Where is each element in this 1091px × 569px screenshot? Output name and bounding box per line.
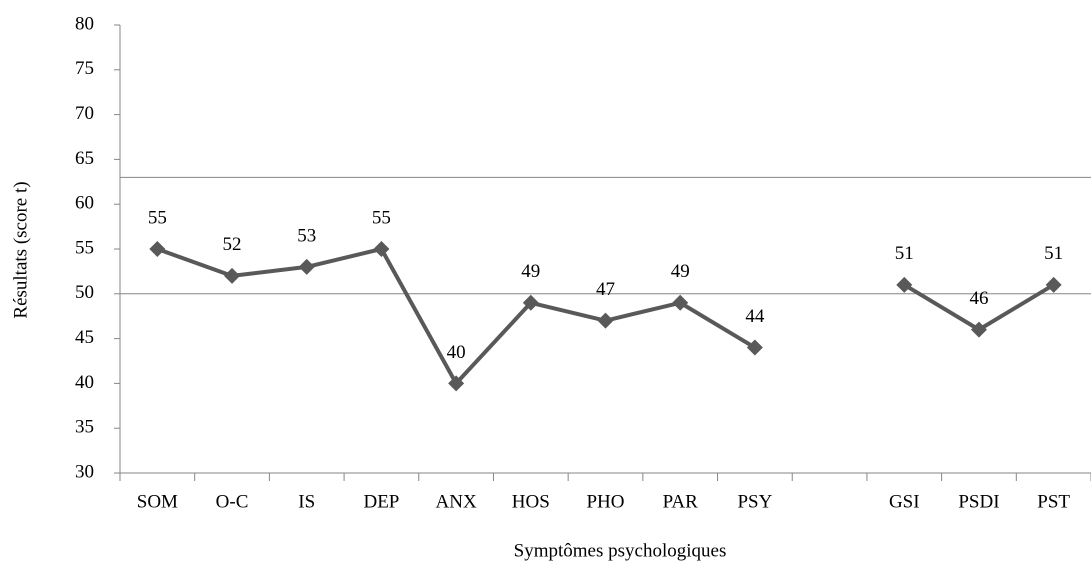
y-tick-label: 50	[75, 282, 94, 303]
x-tick-label: SOM	[137, 491, 178, 512]
x-tick-label: PSDI	[958, 491, 999, 512]
x-axis-label: Symptômes psychologiques	[514, 540, 727, 561]
marker	[224, 267, 241, 284]
y-tick-label: 70	[75, 103, 94, 124]
data-label: 55	[148, 207, 167, 228]
x-tick-label: PSY	[737, 491, 772, 512]
data-label: 53	[297, 225, 316, 246]
data-label: 49	[671, 261, 690, 282]
y-tick-label: 55	[75, 237, 94, 258]
x-tick-label: PAR	[663, 491, 699, 512]
y-tick-label: 35	[75, 417, 94, 438]
marker	[746, 339, 763, 356]
marker	[970, 321, 987, 338]
data-label: 51	[1044, 243, 1063, 264]
x-tick-label: PST	[1037, 491, 1070, 512]
marker	[298, 258, 315, 275]
x-tick-label: GSI	[889, 491, 920, 512]
series-line	[156, 247, 756, 386]
marker	[149, 241, 166, 257]
x-tick-label: HOS	[512, 491, 550, 512]
marker	[522, 294, 539, 311]
y-tick-label: 65	[75, 148, 94, 169]
data-label: 55	[372, 207, 391, 228]
y-tick-label: 45	[75, 327, 94, 348]
y-tick-label: 40	[75, 372, 94, 393]
data-label: 49	[521, 261, 540, 282]
y-axis-label: Résultats (score t)	[10, 181, 31, 318]
data-label: 44	[745, 306, 765, 327]
x-tick-label: O-C	[216, 491, 249, 512]
y-tick-label: 30	[75, 461, 94, 482]
x-tick-label: ANX	[436, 491, 477, 512]
marker	[1045, 276, 1062, 293]
data-label: 47	[596, 279, 615, 300]
data-label: 52	[223, 234, 242, 255]
marker	[448, 375, 465, 392]
y-tick-label: 80	[75, 13, 94, 34]
y-tick-label: 60	[75, 193, 94, 214]
x-tick-label: IS	[298, 491, 315, 512]
marker	[672, 294, 689, 311]
data-label: 46	[969, 288, 988, 309]
data-label: 51	[895, 243, 914, 264]
marker	[597, 312, 614, 329]
marker	[373, 241, 390, 257]
marker	[896, 276, 913, 293]
x-tick-label: PHO	[586, 491, 624, 512]
y-tick-label: 75	[75, 58, 94, 79]
data-label: 40	[447, 342, 466, 363]
x-tick-label: DEP	[363, 491, 399, 512]
